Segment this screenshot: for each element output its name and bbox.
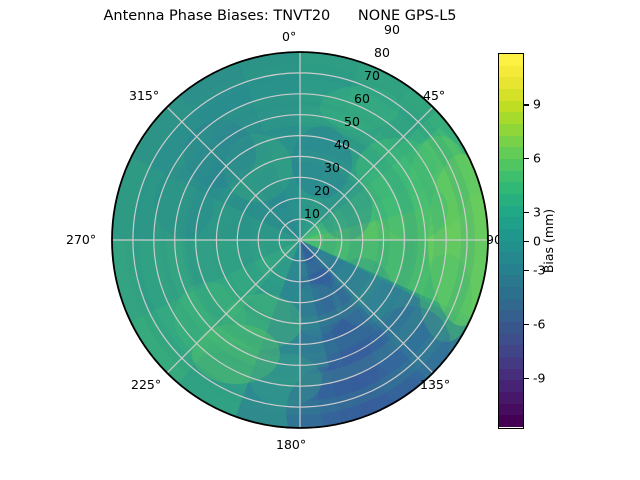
radial-tick-60: 60 — [354, 91, 370, 106]
angular-tick-45: 45° — [423, 88, 446, 103]
colorbar-band — [499, 170, 523, 183]
colorbar-tick-3 — [524, 211, 529, 214]
colorbar-band — [499, 193, 523, 206]
colorbar-band — [499, 77, 523, 89]
colorbar-band — [499, 310, 523, 323]
polar-outer-spine — [111, 51, 489, 429]
colorbar-band — [499, 228, 523, 241]
colorbar-label-3: 3 — [533, 204, 541, 220]
colorbar-band — [499, 147, 523, 159]
colorbar-label-6: 6 — [533, 150, 541, 166]
colorbar-band — [499, 217, 523, 229]
angular-tick-135: 135° — [420, 377, 451, 392]
colorbar-band — [499, 403, 523, 416]
angular-tick-270: 270° — [66, 232, 97, 247]
radial-tick-70: 70 — [364, 68, 380, 83]
colorbar-label-9: 9 — [533, 96, 541, 112]
colorbar-band — [499, 54, 523, 66]
radial-tick-20: 20 — [314, 183, 330, 198]
colorbar-band — [499, 368, 523, 381]
colorbar-band — [499, 65, 523, 78]
colorbar-label-m6: -6 — [533, 316, 546, 332]
colorbar-band — [499, 112, 523, 124]
colorbar-tick-m9 — [524, 377, 529, 379]
radial-tick-90: 90 — [384, 22, 400, 37]
angular-tick-315: 315° — [129, 88, 160, 103]
colorbar-band — [499, 100, 523, 113]
colorbar-label-0: 0 — [533, 233, 541, 249]
colorbar-band — [499, 287, 523, 299]
radial-tick-30: 30 — [324, 160, 340, 175]
colorbar-tick-0 — [524, 241, 529, 243]
colorbar-band — [499, 322, 523, 334]
colorbar-band — [499, 158, 523, 171]
colorbar-band — [499, 252, 523, 264]
polar-axes: 10 20 30 40 50 60 70 80 90 — [110, 22, 490, 430]
radial-tick-10: 10 — [304, 206, 320, 221]
colorbar-tick-9 — [524, 104, 529, 106]
radial-tick-40: 40 — [334, 137, 350, 152]
colorbar-axis-label: Bias (mm) — [541, 208, 556, 274]
colorbar-band — [499, 88, 523, 101]
colorbar-label-m3: -3 — [533, 262, 546, 278]
colorbar-band — [499, 135, 523, 148]
colorbar-band — [499, 205, 523, 218]
colorbar-band — [499, 392, 523, 404]
colorbar-band — [499, 123, 523, 136]
colorbar-band — [499, 298, 523, 311]
colorbar-tick-m6 — [524, 323, 529, 326]
colorbar-label-m9: -9 — [533, 370, 546, 386]
radial-tick-80: 80 — [374, 45, 390, 60]
colorbar-band — [499, 275, 523, 288]
polar-grid — [112, 52, 488, 428]
colorbar-tick-6 — [524, 158, 529, 160]
colorbar-band — [499, 333, 523, 346]
colorbar-band — [499, 357, 523, 369]
colorbar-band — [499, 263, 523, 276]
colorbar-gradient — [498, 53, 524, 429]
angular-tick-180: 180° — [276, 437, 307, 452]
colorbar-tick-m3 — [524, 270, 529, 272]
colorbar-band — [499, 345, 523, 358]
angular-tick-0: 0° — [282, 29, 297, 44]
colorbar-band — [499, 415, 523, 427]
radial-tick-50: 50 — [344, 114, 360, 129]
angular-tick-90: 90 — [486, 232, 502, 247]
angular-tick-225: 225° — [131, 377, 162, 392]
colorbar: 9 6 3 0 -3 -6 -9 — [498, 53, 545, 429]
colorbar-band — [499, 380, 523, 393]
colorbar-band — [499, 182, 523, 194]
polar-plot-canvas — [111, 51, 489, 429]
colorbar-band — [499, 240, 523, 253]
page-title: Antenna Phase Biases: TNVT20 NONE GPS-L5 — [103, 8, 457, 24]
